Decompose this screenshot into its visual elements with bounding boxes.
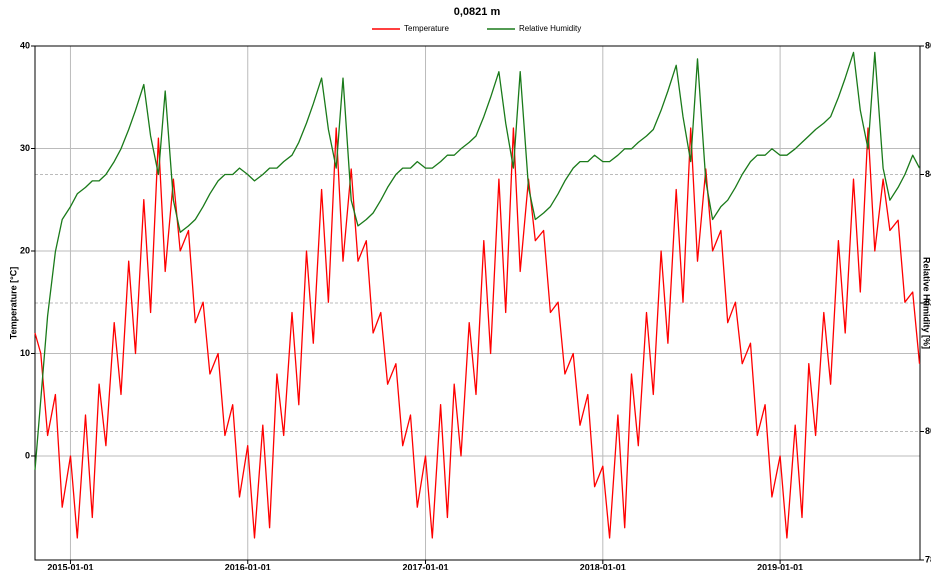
series-line [34, 51, 921, 471]
x-tick-label: 2019-01-01 [757, 562, 803, 570]
x-tick-label: 2016-01-01 [225, 562, 271, 570]
y2-tick-label: 86 [925, 40, 931, 50]
y-tick-label: 40 [20, 40, 30, 50]
series-line [34, 127, 921, 539]
x-tick-label: 2017-01-01 [403, 562, 449, 570]
legend-label: Temperature [404, 24, 449, 33]
y-axis-label: Temperature [°C] [8, 267, 18, 339]
y2-axis-label: Relative Humidity [%] [922, 257, 931, 349]
y-tick-label: 20 [20, 245, 30, 255]
y-tick-label: 0 [25, 450, 30, 460]
x-tick-label: 2015-01-01 [47, 562, 93, 570]
y2-tick-label: 80 [925, 426, 931, 436]
y-tick-label: 30 [20, 143, 30, 153]
chart-title: 0,0821 m [454, 6, 501, 18]
x-tick-label: 2018-01-01 [580, 562, 626, 570]
y2-tick-label: 84 [925, 169, 931, 179]
y2-tick-label: 82 [925, 297, 931, 307]
y-tick-label: 10 [20, 348, 30, 358]
y2-tick-label: 78 [925, 554, 931, 564]
legend-label: Relative Humidity [519, 24, 581, 33]
